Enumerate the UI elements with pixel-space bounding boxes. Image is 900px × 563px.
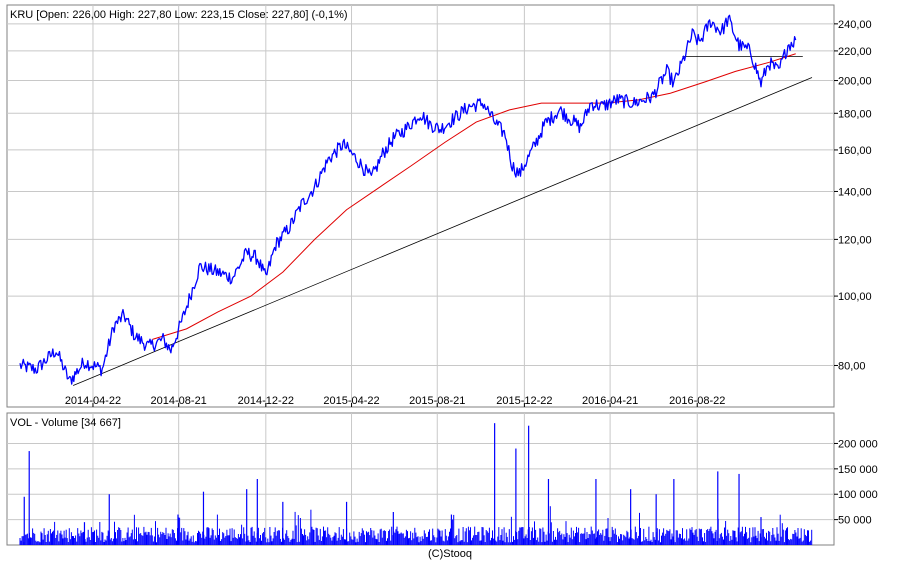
volume-y-tick-label: 150 000 <box>838 464 878 476</box>
price-y-tick-label: 240,00 <box>838 19 872 31</box>
price-y-tick-label: 100,00 <box>838 291 872 303</box>
volume-panel-frame <box>6 412 835 546</box>
price-series-group <box>19 14 813 386</box>
stock-chart: 80,00 100,00 120,00 140,00 160,00 180,00 200,0… <box>6 4 878 546</box>
price-y-axis: 80,00 100,00 120,00 140,00 160,00 180,00 200,0… <box>834 19 872 372</box>
price-y-tick-label: 220,00 <box>838 46 872 58</box>
price-x-tick-label: 2015-04-22 <box>323 395 379 407</box>
copyright-footer: (C)Stooq <box>427 548 473 560</box>
price-y-tick-label: 120,00 <box>838 234 872 246</box>
price-x-tick-label: 2014-12-22 <box>238 395 294 407</box>
volume-legend: VOL - Volume [34 667] <box>10 417 121 429</box>
volume-bars <box>19 423 813 545</box>
volume-y-axis: 50 000 100 000 150 000 200 000 <box>834 438 878 527</box>
price-panel-frame <box>6 4 835 408</box>
price-x-tick-label: 2015-08-21 <box>409 395 465 407</box>
trendline <box>72 77 813 386</box>
price-x-axis: 2014-04-22 2014-08-21 2014-12-22 2015-04-22… <box>65 395 725 407</box>
price-y-tick-label: 180,00 <box>838 108 872 120</box>
price-line <box>19 14 797 385</box>
price-legend: KRU [Open: 226,00 High: 227,80 Low: 223,… <box>10 9 348 21</box>
volume-y-tick-label: 200 000 <box>838 438 878 450</box>
price-x-tick-label: 2014-04-22 <box>65 395 121 407</box>
price-x-tick-label: 2016-04-21 <box>582 395 638 407</box>
price-x-tick-label: 2016-08-22 <box>669 395 725 407</box>
price-y-tick-label: 140,00 <box>838 186 872 198</box>
volume-grid <box>7 413 834 545</box>
volume-y-tick-label: 100 000 <box>838 489 878 501</box>
price-y-tick-label: 200,00 <box>838 76 872 88</box>
moving-average-line <box>152 53 796 340</box>
price-y-tick-label: 160,00 <box>838 145 872 157</box>
price-x-tick-label: 2015-12-22 <box>496 395 552 407</box>
price-x-tick-label: 2014-08-21 <box>151 395 207 407</box>
volume-y-tick-label: 50 000 <box>838 515 872 527</box>
price-y-tick-label: 80,00 <box>838 360 866 372</box>
